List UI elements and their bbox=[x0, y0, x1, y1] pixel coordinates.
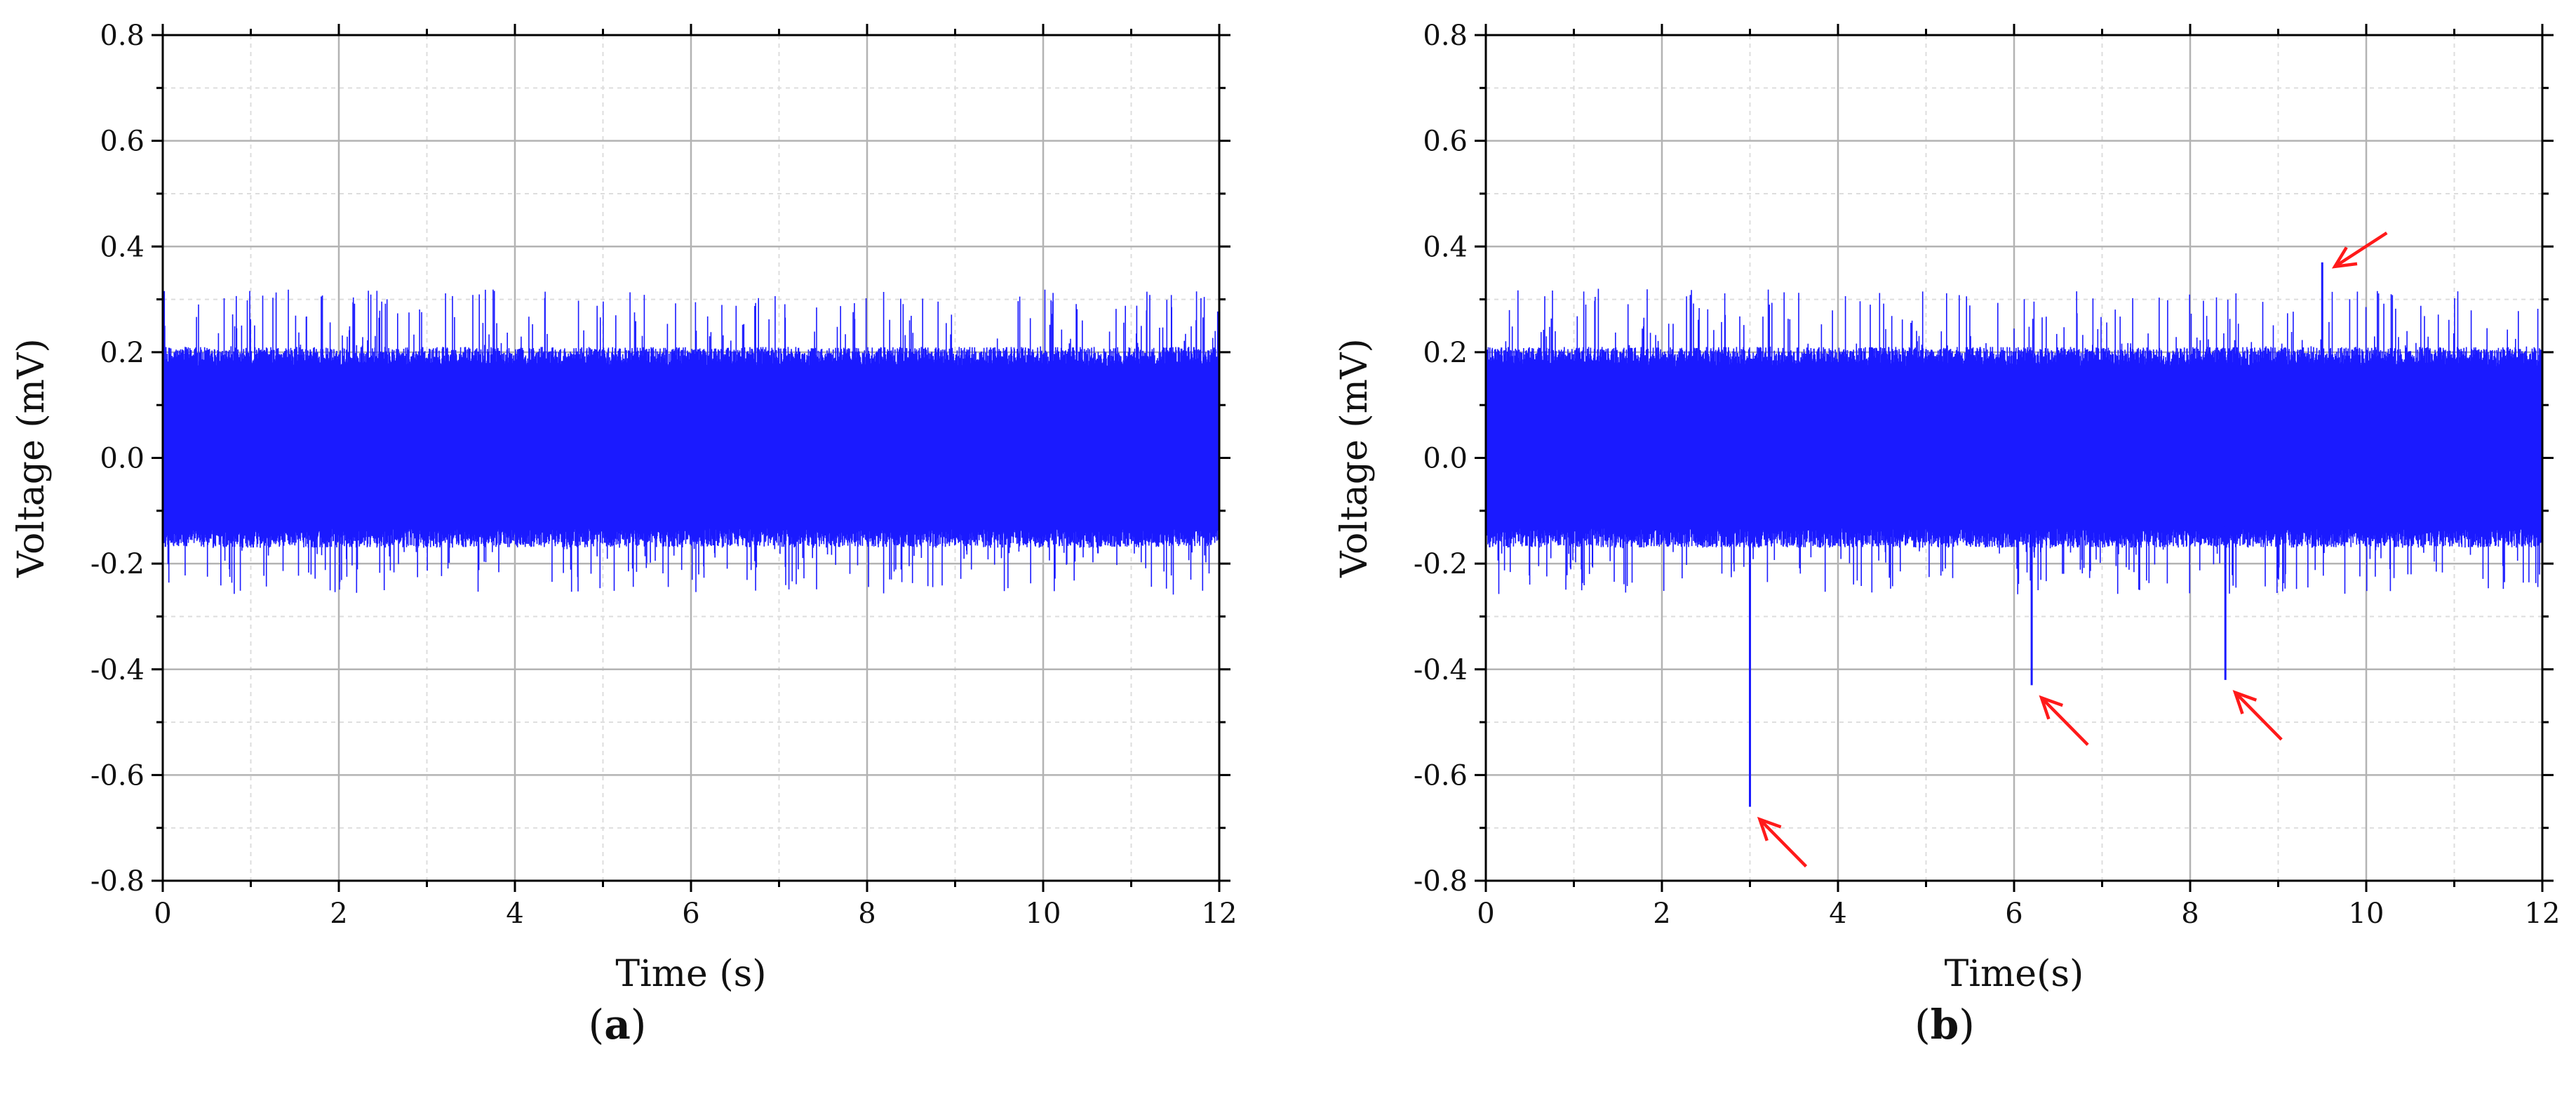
signal-band bbox=[1486, 368, 2542, 527]
x-tick-label: 0 bbox=[1477, 898, 1494, 930]
annotation-arrow-head bbox=[2232, 690, 2258, 714]
x-tick-label: 0 bbox=[154, 898, 171, 930]
y-tick-label: -0.6 bbox=[90, 759, 145, 792]
y-tick-label: -0.8 bbox=[90, 865, 145, 898]
x-tick-label: 8 bbox=[858, 898, 876, 930]
y-tick-label: 0.8 bbox=[100, 20, 145, 52]
y-tick-label: -0.6 bbox=[1414, 759, 1468, 792]
annotation-arrow-shaft bbox=[1758, 818, 1808, 868]
y-axis-label: Voltage (mV) bbox=[1334, 338, 1376, 578]
annotation-arrow-head bbox=[2039, 695, 2063, 720]
x-axis-label: Time(s) bbox=[1945, 953, 2084, 995]
panel-label: (b) bbox=[1914, 1001, 1975, 1048]
x-tick-label: 12 bbox=[2525, 898, 2561, 930]
annotation-arrow-shaft bbox=[2234, 691, 2283, 741]
y-tick-label: 0.4 bbox=[1423, 231, 1468, 263]
x-tick-label: 4 bbox=[506, 898, 523, 930]
annotation-arrow-shaft bbox=[2334, 231, 2388, 268]
chart-panel-a: 0 2 4 6 8 10 12 0.8 0.6 0.4 0.2 0.0 -0.2 -0.4 -0.6 -0.8… bbox=[11, 20, 1237, 995]
y-tick-label: -0.2 bbox=[90, 548, 145, 580]
panel-label: (a) bbox=[589, 1001, 647, 1048]
y-tick-label: 0.2 bbox=[100, 337, 145, 369]
x-tick-label: 6 bbox=[682, 898, 699, 930]
y-axis-label: Voltage (mV) bbox=[11, 338, 53, 578]
x-tick-label: 2 bbox=[330, 898, 347, 930]
annotation-arrow-head bbox=[1757, 816, 1782, 841]
chart-panel-b: 0 2 4 6 8 10 12 0.8 0.6 0.4 0.2 0.0 -0.2 -0.4 -0.6 -0.8… bbox=[1334, 20, 2560, 995]
y-tick-label: 0.0 bbox=[1423, 443, 1468, 475]
x-tick-label: 8 bbox=[2181, 898, 2199, 930]
x-tick-label: 10 bbox=[2349, 898, 2384, 930]
y-tick-label: -0.2 bbox=[1414, 548, 1468, 580]
y-tick-label: 0.0 bbox=[100, 443, 145, 475]
x-tick-label: 4 bbox=[1829, 898, 1846, 930]
x-axis-label: Time (s) bbox=[615, 953, 766, 995]
annotation-arrow-shaft bbox=[2040, 696, 2089, 746]
signal-band bbox=[163, 368, 1219, 527]
annotation-arrow-head bbox=[2331, 246, 2358, 269]
y-tick-label: -0.4 bbox=[1414, 654, 1468, 686]
x-tick-label: 12 bbox=[1202, 898, 1237, 930]
x-tick-label: 2 bbox=[1653, 898, 1670, 930]
y-tick-label: 0.4 bbox=[100, 231, 145, 263]
y-tick-label: 0.6 bbox=[1423, 126, 1468, 158]
y-tick-label: 0.8 bbox=[1423, 20, 1468, 52]
y-tick-label: -0.8 bbox=[1414, 865, 1468, 898]
x-tick-label: 10 bbox=[1026, 898, 1061, 930]
y-tick-label: 0.2 bbox=[1423, 337, 1468, 369]
x-tick-label: 6 bbox=[2005, 898, 2022, 930]
y-tick-label: 0.6 bbox=[100, 126, 145, 158]
y-tick-label: -0.4 bbox=[90, 654, 145, 686]
